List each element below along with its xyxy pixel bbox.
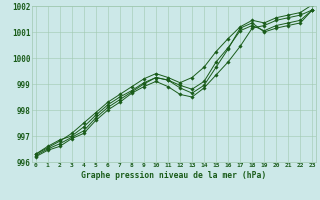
X-axis label: Graphe pression niveau de la mer (hPa): Graphe pression niveau de la mer (hPa) (81, 171, 267, 180)
